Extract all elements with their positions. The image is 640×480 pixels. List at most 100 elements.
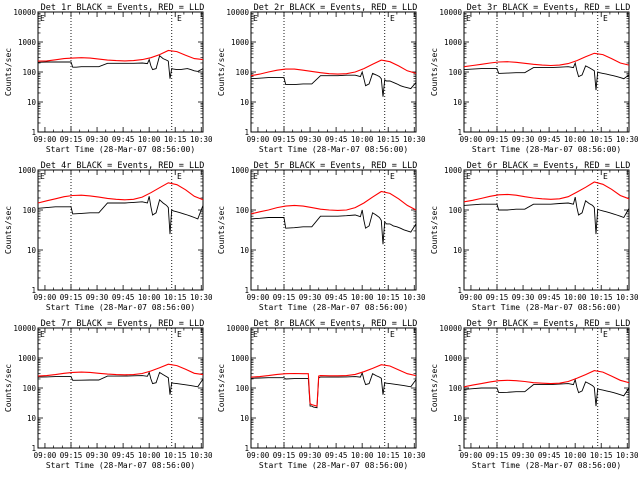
x-tick-label: 09:00 (460, 135, 483, 144)
x-tick-label: 09:45 (325, 135, 348, 144)
x-axis-label: Start Time (28-Mar-07 08:56:00) (472, 461, 621, 470)
x-tick-label: 09:15 (60, 451, 83, 460)
y-tick-label: 10000 (439, 324, 462, 333)
corner-marker: E (253, 14, 258, 23)
x-tick-label: 10:30 (616, 451, 639, 460)
x-axis-label: Start Time (28-Mar-07 08:56:00) (472, 145, 621, 154)
plot-frame (250, 169, 417, 291)
y-tick-label: 1 (244, 286, 249, 295)
corner-marker: E (466, 172, 471, 181)
top-marker: E (177, 330, 182, 339)
x-tick-label: 10:15 (590, 451, 613, 460)
corner-marker: E (40, 172, 45, 181)
y-tick-label: 100 (22, 384, 36, 393)
y-tick-label: 10 (27, 414, 37, 423)
corner-marker: E (253, 172, 258, 181)
lld-series-line (37, 363, 204, 377)
events-series-line (37, 54, 204, 79)
y-tick-label: 10 (27, 246, 37, 255)
x-tick-label: 10:00 (351, 451, 374, 460)
x-tick-label: 10:00 (138, 293, 161, 302)
x-tick-label: 09:45 (325, 451, 348, 460)
x-tick-label: 09:15 (60, 293, 83, 302)
top-marker: E (177, 14, 182, 23)
top-marker: E (390, 330, 395, 339)
x-tick-label: 10:00 (138, 135, 161, 144)
y-tick-label: 10 (240, 98, 250, 107)
x-tick-label: 09:30 (299, 293, 322, 302)
x-tick-label: 10:00 (564, 293, 587, 302)
x-tick-label: 10:00 (138, 451, 161, 460)
corner-marker: E (40, 14, 45, 23)
lld-series-line (37, 182, 204, 204)
x-tick-label: 09:15 (486, 451, 509, 460)
x-tick-label: 09:30 (86, 293, 109, 302)
panel-title: Det 5r BLACK = Events, RED = LLD (254, 161, 418, 171)
y-tick-label: 100 (448, 68, 462, 77)
events-series-line (250, 371, 417, 409)
x-tick-label: 10:30 (190, 135, 213, 144)
x-tick-label: 09:00 (247, 293, 270, 302)
lld-series-line (250, 364, 417, 407)
y-tick-label: 1000 (18, 166, 37, 175)
y-axis-label: Counts/sec (430, 48, 439, 96)
y-tick-label: 10 (453, 98, 463, 107)
y-tick-label: 1000 (444, 354, 463, 363)
y-tick-label: 1 (244, 444, 249, 453)
panel-title: Det 8r BLACK = Events, RED = LLD (254, 319, 418, 329)
y-tick-label: 10000 (13, 324, 36, 333)
y-tick-label: 10 (453, 246, 463, 255)
x-tick-label: 10:15 (590, 293, 613, 302)
panel-title: Det 3r BLACK = Events, RED = LLD (467, 3, 631, 13)
y-tick-label: 100 (22, 68, 36, 77)
y-tick-label: 1 (457, 128, 462, 137)
top-marker: E (603, 172, 608, 181)
detector-panel: Det 2r BLACK = Events, RED = LLD 1 10 100 10… (217, 3, 426, 154)
x-tick-label: 09:45 (112, 451, 135, 460)
detector-panel: Det 8r BLACK = Events, RED = LLD 1 10 100 10… (217, 319, 426, 470)
y-tick-label: 10000 (13, 8, 36, 17)
corner-marker: E (40, 330, 45, 339)
events-series-line (250, 209, 417, 245)
plot-frame (250, 327, 417, 449)
x-tick-label: 10:30 (190, 293, 213, 302)
y-tick-label: 1000 (231, 354, 250, 363)
x-tick-label: 09:00 (34, 293, 57, 302)
events-series-line (463, 377, 630, 407)
y-axis-label: Counts/sec (430, 206, 439, 254)
corner-marker: E (466, 330, 471, 339)
x-tick-label: 09:45 (538, 135, 561, 144)
x-tick-label: 10:00 (351, 293, 374, 302)
x-tick-label: 09:30 (512, 293, 535, 302)
y-tick-label: 100 (448, 384, 462, 393)
lld-series-line (463, 52, 630, 68)
plot-frame (463, 169, 630, 291)
detector-panel: Det 9r BLACK = Events, RED = LLD 1 10 100 10… (430, 319, 639, 470)
x-axis-label: Start Time (28-Mar-07 08:56:00) (259, 303, 408, 312)
y-axis-label: Counts/sec (217, 48, 226, 96)
x-axis-label: Start Time (28-Mar-07 08:56:00) (46, 145, 195, 154)
x-tick-label: 10:15 (164, 135, 187, 144)
plot-frame (463, 11, 630, 133)
x-tick-label: 10:15 (377, 451, 400, 460)
x-tick-label: 10:15 (377, 135, 400, 144)
y-tick-label: 100 (235, 384, 249, 393)
x-tick-label: 09:30 (86, 135, 109, 144)
x-tick-label: 09:00 (34, 135, 57, 144)
x-tick-label: 09:30 (512, 135, 535, 144)
x-tick-label: 10:30 (190, 451, 213, 460)
lld-series-line (463, 370, 630, 388)
top-marker: E (603, 14, 608, 23)
y-tick-label: 10000 (226, 8, 249, 17)
x-tick-label: 09:00 (247, 135, 270, 144)
y-tick-label: 1000 (444, 166, 463, 175)
y-tick-label: 1000 (231, 166, 250, 175)
detector-panel: Det 1r BLACK = Events, RED = LLD 1 10 100 10… (4, 3, 213, 154)
x-tick-label: 10:30 (403, 135, 426, 144)
x-tick-label: 09:30 (86, 451, 109, 460)
y-tick-label: 1 (31, 444, 36, 453)
x-tick-label: 09:30 (512, 451, 535, 460)
y-tick-label: 100 (22, 206, 36, 215)
corner-marker: E (253, 330, 258, 339)
x-tick-label: 10:00 (351, 135, 374, 144)
